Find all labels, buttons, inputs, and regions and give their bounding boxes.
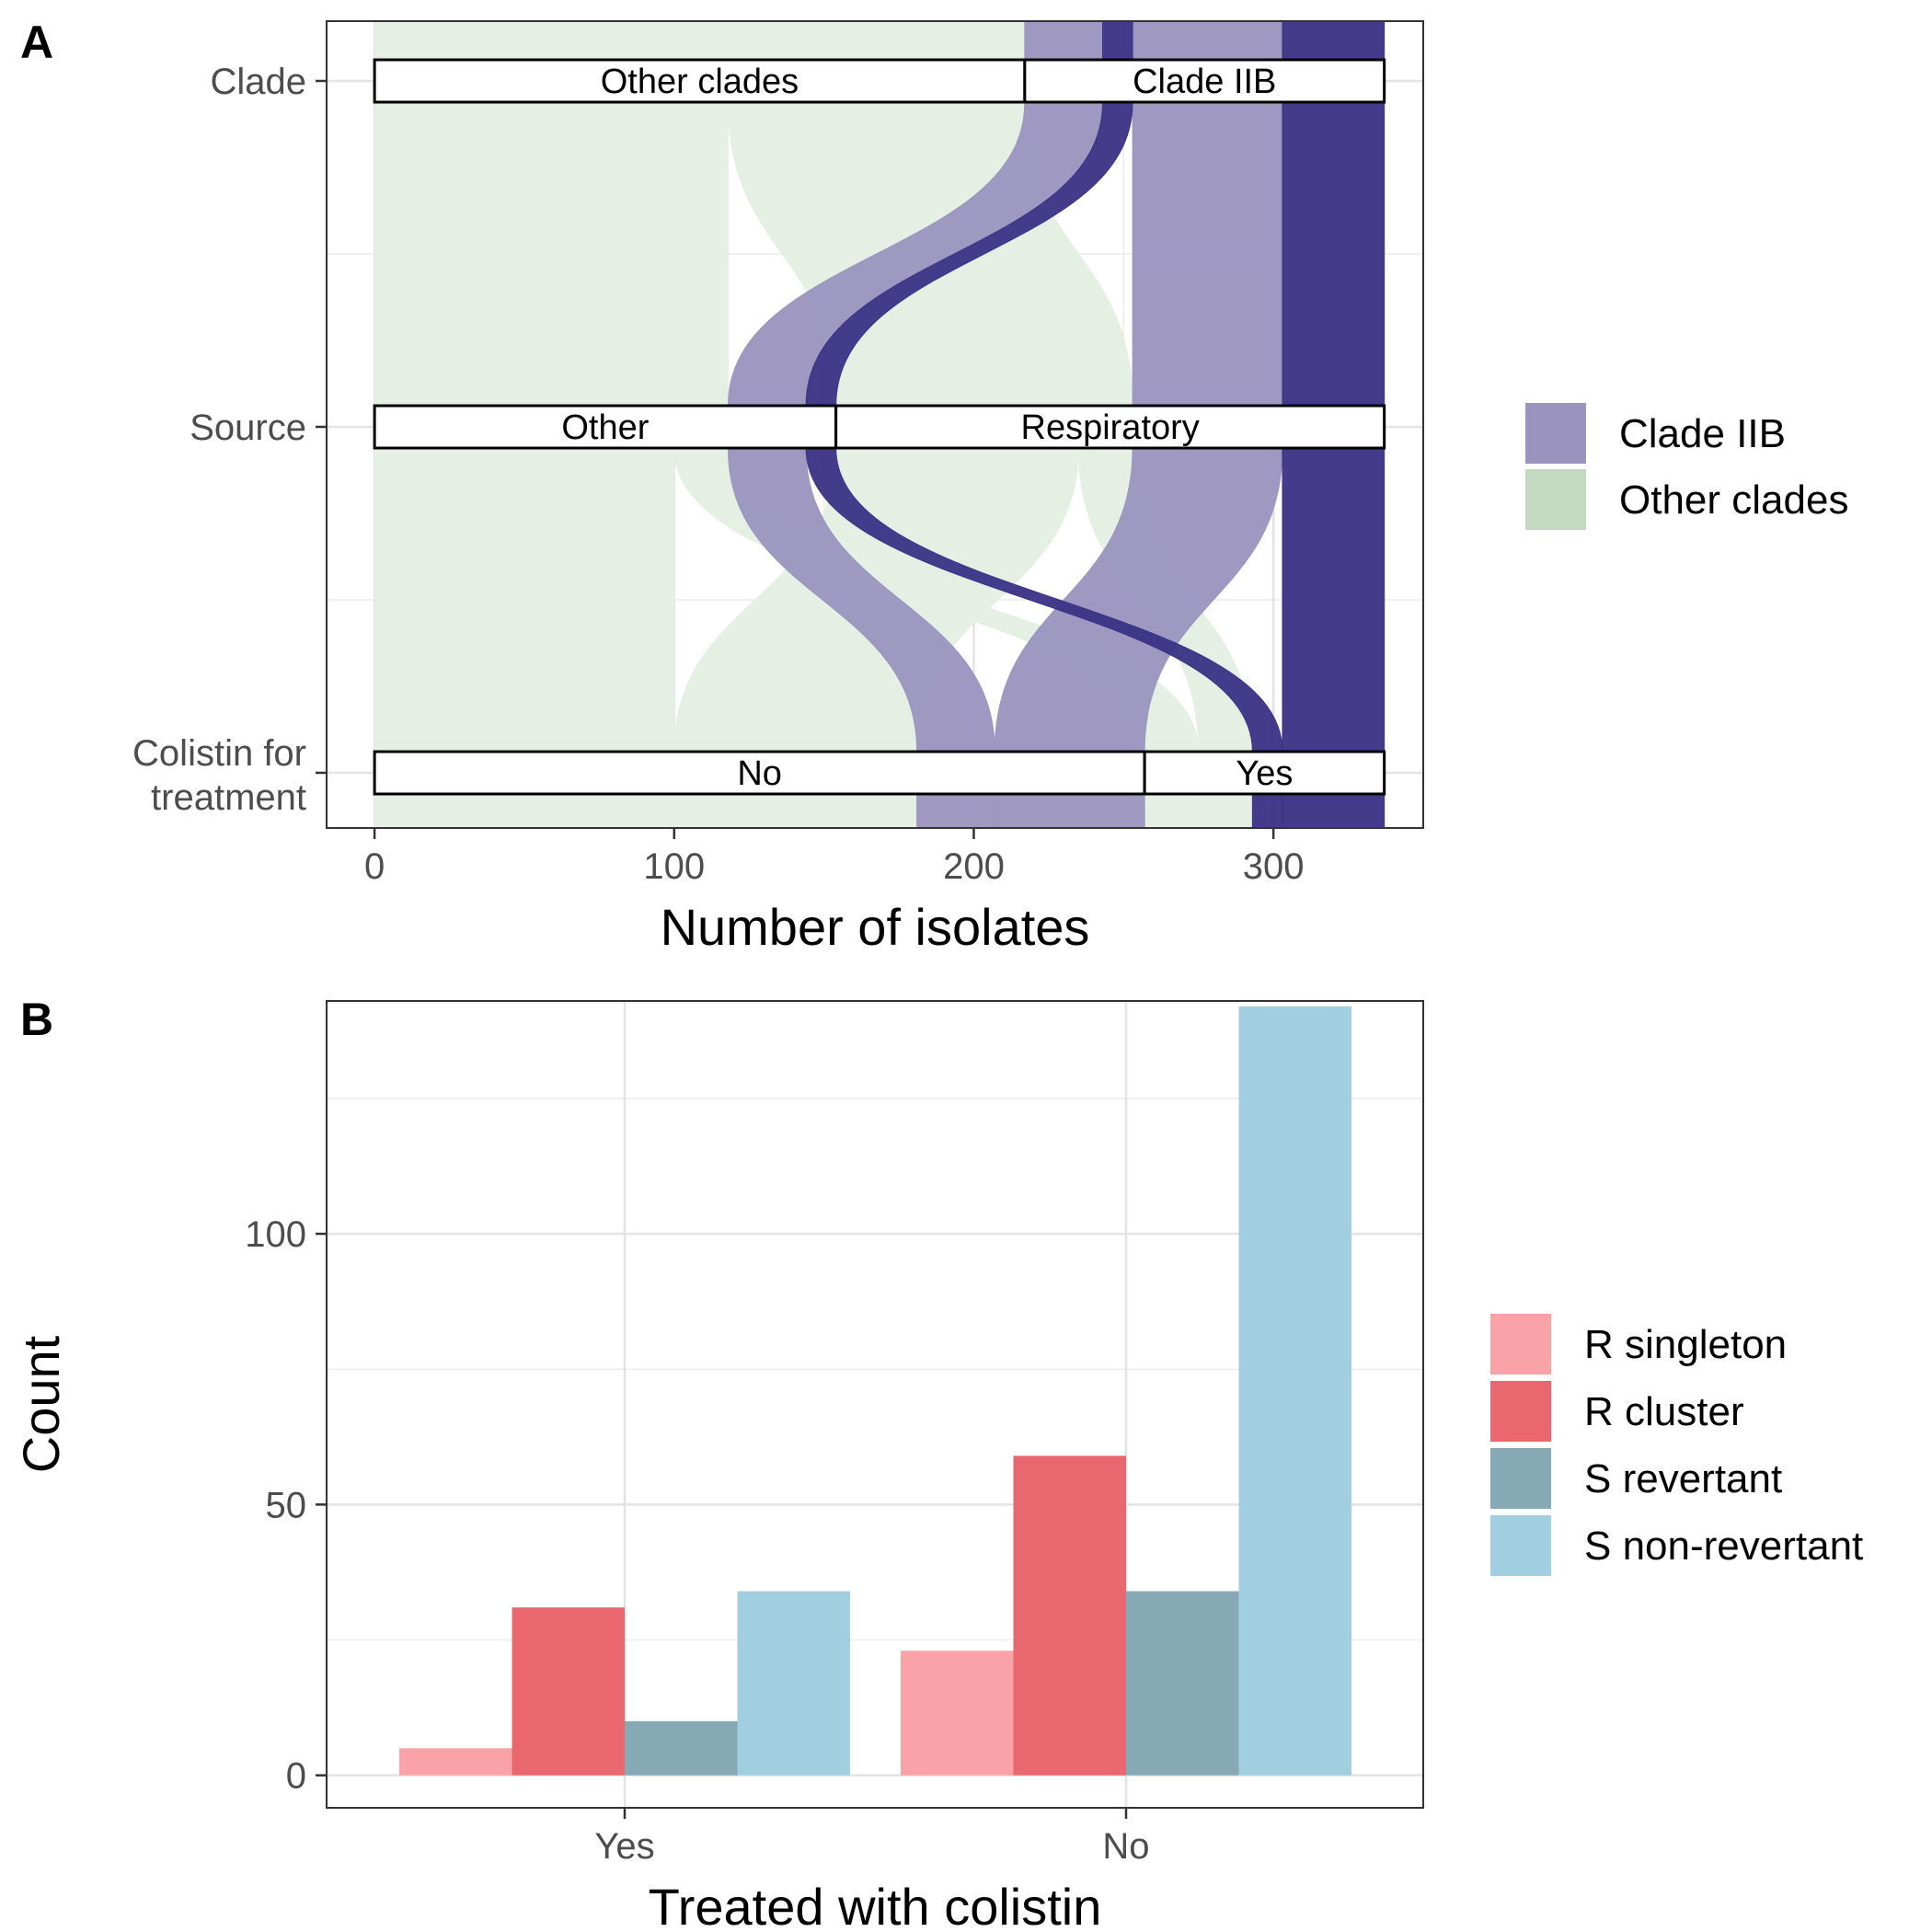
panel-a-stratum-box-source-other [373,404,838,450]
panel-b-bar-r-cluster-no [1013,1455,1126,1776]
panel-b-bar-r-cluster-yes [512,1607,625,1776]
panel-a-stratum-box-clade-clade-iib [1023,58,1386,104]
panel-b-bar-r-singleton-no [901,1650,1014,1776]
panel-b-legend-swatch-r-cluster [1490,1381,1551,1442]
panel-b-x-tick-label-yes: Yes [594,1826,654,1867]
panel-a-stratum-label: No [737,754,782,793]
panel-a-axis-label-line: Colistin for [132,733,306,774]
panel-a-axis-label-colistin-for-treatment: Colistin for treatment [132,733,306,818]
panel-b-bar-s-revertant-yes [625,1720,738,1776]
panel-b-bar-r-singleton-yes [399,1748,512,1776]
panel-a-legend-label-other-clades: Other clades [1619,477,1848,523]
panel-b-y-tick-label: 50 [266,1485,307,1525]
panel-b-x-tick-label-no: No [1102,1826,1149,1867]
panel-b-legend-swatch-r-singleton [1490,1314,1551,1374]
panel-b-legend-label-s-revertant: S revertant [1584,1456,1782,1501]
panel-a-axis-label-source: Source [190,408,306,448]
panel-a-x-axis-title: Number of isolates [661,898,1090,956]
panel-a-x-tick-label: 100 [643,846,705,887]
panel-b-legend-label-r-singleton: R singleton [1584,1322,1787,1367]
panel-b-bar-s-revertant-no [1126,1591,1239,1776]
panel-a-alluvial-chart: Other clades Clade IIB Other Respiratory No Y… [132,20,1848,956]
panel-b-frame [326,1000,1424,1809]
panel-a-axis-label-line: treatment [151,777,306,818]
panel-a-stratum-label: Respiratory [1021,408,1200,447]
panel-b-legend-label-r-cluster: R cluster [1584,1389,1744,1434]
panel-a-frame [326,20,1424,829]
panel-a-letter: A [20,17,53,68]
panel-b-legend-swatch-s-non-revertant [1490,1515,1551,1576]
panel-a-legend-swatch-clade-iib [1525,403,1586,464]
panel-b-legend-swatch-s-revertant [1490,1448,1551,1509]
panel-b-y-tick-label: 100 [245,1214,306,1255]
panel-b-bar-s-non-revertant-no [1238,1006,1351,1776]
panel-a-x-tick-label: 300 [1243,846,1305,887]
panel-b-x-axis-title: Treated with colistin [649,1878,1102,1932]
panel-a-x-tick-label: 0 [364,846,385,887]
panel-b-legend-label-s-non-revertant: S non-revertant [1584,1524,1863,1569]
panel-a-x-tick-label: 200 [943,846,1005,887]
panel-a-stratum-label: Other [561,408,649,447]
panel-b-y-tick-label: 0 [286,1756,306,1797]
panel-b-bar-s-non-revertant-yes [737,1591,850,1776]
panel-a-stratum-label: Yes [1236,754,1293,793]
panel-a-legend-label-clade-iib: Clade IIB [1619,411,1786,456]
panel-a-stratum-box-colistin-for-treatment-yes [1143,750,1386,796]
panel-a-stratum-box-clade-other-clades [373,58,1027,104]
panel-a-stratum-box-source-respiratory [834,404,1386,450]
panel-b-letter: B [20,994,53,1045]
panel-a-legend-swatch-other-clades [1525,469,1586,530]
panel-b-y-axis-title: Count [12,1335,70,1473]
panel-a-stratum-label: Clade IIB [1133,63,1276,101]
panel-a-stratum-label: Other clades [601,63,799,101]
panel-a-axis-label-clade: Clade [210,62,306,102]
panel-a-stratum-box-colistin-for-treatment-no [373,750,1146,796]
